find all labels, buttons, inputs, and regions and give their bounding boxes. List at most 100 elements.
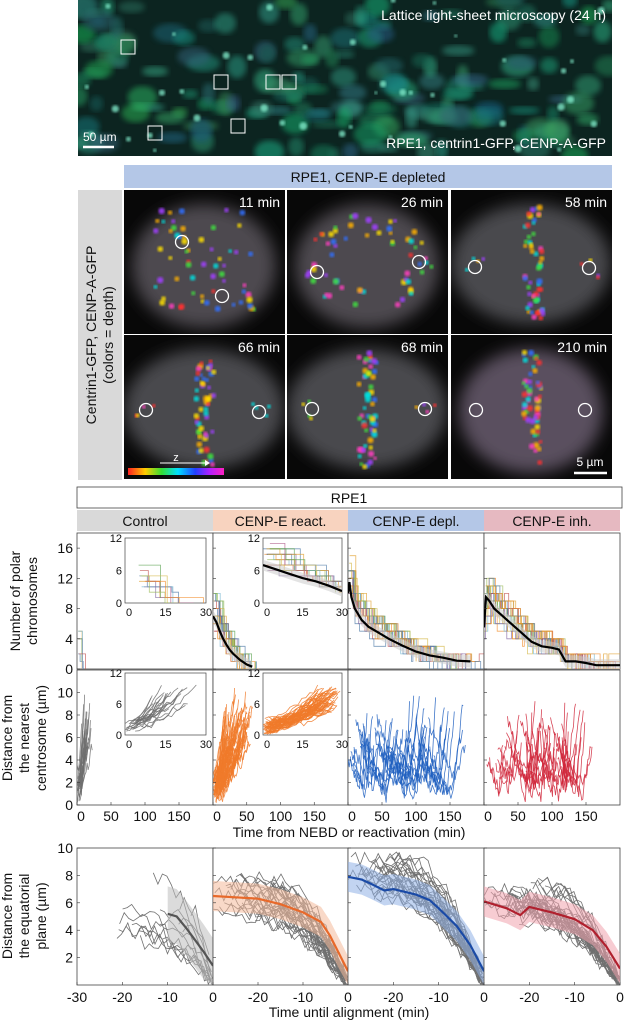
kinetochore	[333, 243, 338, 249]
trace-line	[77, 694, 85, 783]
condition-header-label: CENP-E react.	[235, 513, 327, 529]
kinetochore	[210, 224, 217, 231]
inset-y-tick-label: 0	[116, 730, 122, 742]
cell	[579, 6, 598, 25]
kinetochore	[419, 269, 425, 275]
trace-line	[371, 720, 387, 796]
inset-x-tick-label: 15	[159, 739, 171, 751]
panel-content	[213, 593, 259, 669]
kinetochore	[531, 221, 536, 225]
trace-line	[387, 713, 418, 792]
kinetochore	[371, 224, 379, 231]
cell	[310, 144, 337, 156]
trace-line	[78, 747, 87, 788]
kinetochore	[174, 276, 180, 282]
kinetochore	[368, 450, 375, 457]
mean-line	[348, 581, 471, 663]
cell	[227, 55, 247, 79]
trace-line	[515, 736, 529, 802]
trace-line	[527, 729, 547, 802]
bright-cell	[388, 135, 393, 139]
kinetochore	[368, 384, 374, 390]
kinetochore	[161, 219, 166, 224]
x-tick-label: 50	[103, 808, 119, 824]
kinetochore	[248, 251, 254, 257]
cell	[214, 12, 237, 34]
panel-content	[213, 871, 348, 985]
kinetochore	[368, 445, 374, 450]
kinetochore	[531, 293, 536, 299]
trace-line	[213, 711, 241, 796]
polar-kinetochore	[425, 409, 430, 414]
bright-cell	[430, 92, 435, 98]
kinetochore	[390, 239, 395, 244]
kinetochore	[536, 278, 543, 285]
inset-x-tick-label: 15	[296, 607, 308, 619]
x-tick-label: 0	[348, 808, 356, 824]
kinetochore	[343, 236, 348, 241]
cell	[489, 21, 508, 43]
kinetochore	[523, 239, 529, 245]
panel-content	[484, 577, 620, 669]
inset-y-tick-label: 6	[254, 699, 260, 711]
montage-header: RPE1, CENP-E depleted	[291, 169, 446, 185]
kinetochore	[222, 279, 226, 283]
panel-row2-cenp-e-react-: 0 50 100 150 0 6 12 0 15 30	[212, 668, 349, 824]
inset-plot: 0 6 12 0 15 30	[248, 533, 348, 619]
cell	[538, 25, 560, 48]
panel-row1-cenp-e-react-: 0 6 12 0 15 30	[212, 532, 349, 670]
kinetochore	[207, 453, 214, 460]
polar-kinetochore	[596, 275, 600, 280]
kinetochore	[203, 299, 210, 306]
mean-line	[167, 912, 213, 967]
kinetochore	[178, 208, 185, 215]
montage: RPE1, CENP-E depleted Centrin1-GFP, CENP…	[78, 165, 612, 480]
trace-line	[141, 693, 167, 728]
kinetochore	[530, 428, 537, 435]
y-tick-label: 2	[65, 950, 73, 966]
kinetochore	[372, 428, 377, 433]
kinetochore	[533, 448, 538, 453]
trace-line	[141, 575, 168, 603]
inset-x-tick-label: 0	[126, 607, 132, 619]
trace-line	[387, 728, 425, 800]
centrosome-circle	[581, 260, 597, 276]
cell	[288, 136, 305, 156]
kinetochore	[157, 276, 164, 284]
x-tick-label: 50	[374, 808, 390, 824]
kinetochore	[536, 359, 543, 366]
montage-frame: 68 min	[287, 335, 448, 479]
kinetochore	[356, 446, 363, 453]
panel-row1-cenp-e-inh-	[483, 532, 621, 670]
frame-time-label: 58 min	[565, 194, 607, 210]
kinetochore	[370, 374, 376, 380]
inset-y-tick-label: 12	[248, 668, 260, 680]
trace-line	[263, 687, 323, 730]
kinetochore	[522, 275, 528, 281]
mean-line	[213, 894, 348, 972]
kinetochore	[241, 289, 247, 294]
kinetochore	[168, 228, 173, 234]
kinetochore	[200, 261, 207, 268]
error-band	[167, 886, 213, 985]
kinetochore	[399, 296, 406, 303]
kinetochore	[536, 446, 542, 452]
overview-cells	[78, 0, 612, 156]
polar-kinetochore	[464, 267, 469, 272]
inset-content	[263, 543, 342, 597]
kinetochore	[356, 287, 363, 294]
x-tick-label: 0	[344, 989, 352, 1005]
inset-y-tick-label: 6	[116, 699, 122, 711]
kinetochore	[203, 410, 209, 417]
polar-kinetochore	[135, 413, 140, 418]
kinetochore	[531, 365, 536, 369]
trace-line	[355, 719, 381, 791]
x-tick-label: -20	[519, 989, 539, 1005]
kinetochore	[521, 391, 528, 398]
overview-title: Lattice light-sheet microscopy (24 h)	[381, 7, 606, 23]
cell	[383, 74, 408, 93]
kinetochore	[157, 246, 164, 252]
kinetochore	[533, 414, 539, 420]
